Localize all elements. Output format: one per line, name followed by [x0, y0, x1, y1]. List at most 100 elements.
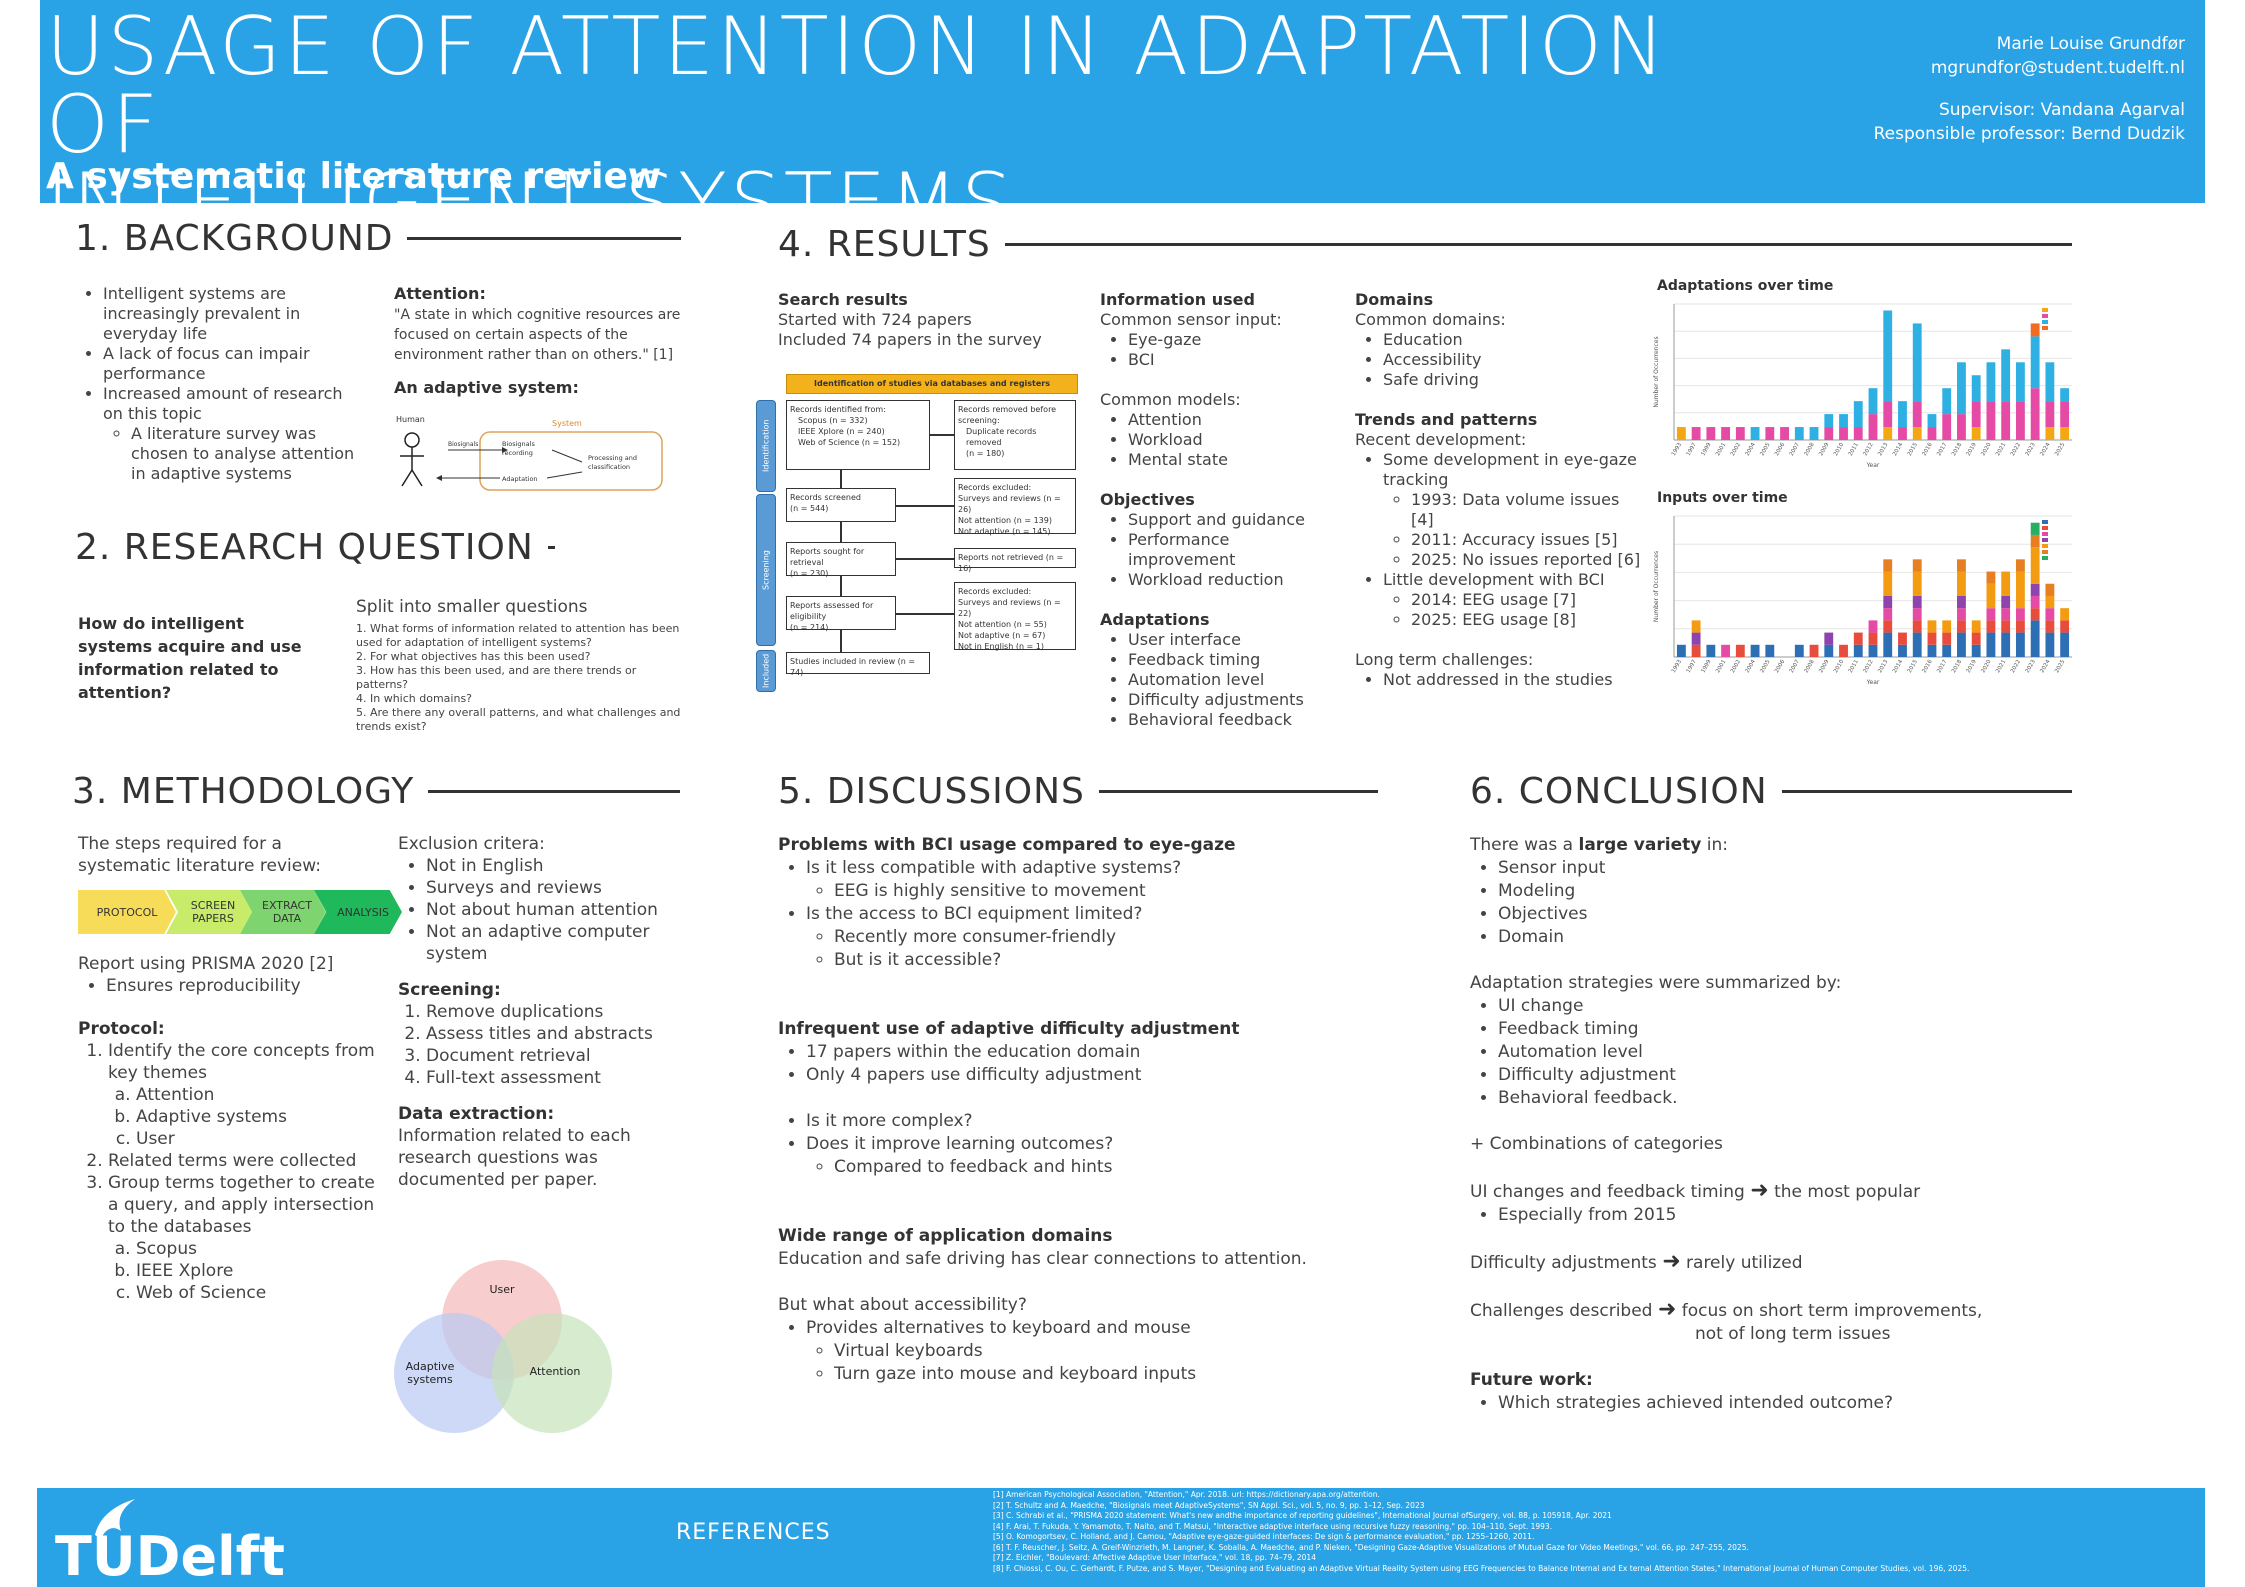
reference-item: [8] F. Chiossi, C. Ou, C. Gerhardt, F. P… — [993, 1563, 1970, 1573]
bar-segment — [1883, 310, 1893, 402]
list-item: Especially from 2015 — [1498, 1204, 2070, 1227]
chevron-screen-papers: SCREEN PAPERS — [166, 890, 252, 934]
list-item: BCI — [1128, 350, 1340, 370]
list-item: Modeling — [1498, 880, 2070, 903]
list-item: Surveys and reviews — [426, 877, 688, 899]
bar-segment — [1780, 427, 1789, 440]
x-tick-label: 1997 — [1686, 442, 1698, 458]
references-label: REFERENCES — [676, 1520, 831, 1545]
section-heading-methodology: 3. METHODOLOGY — [72, 771, 680, 812]
bar-segment — [2030, 522, 2040, 535]
bar-segment — [1912, 632, 1922, 657]
list-item: Feedback timing — [1128, 650, 1340, 670]
x-tick-label: 2001 — [1715, 659, 1727, 674]
bar-segment — [2015, 620, 2025, 633]
chevron-protocol: PROTOCOL — [78, 890, 176, 934]
x-tick-label: 2014 — [1892, 442, 1904, 458]
prisma-retrieval: Reports sought for retrieval (n = 230) — [786, 542, 896, 578]
bar-segment — [1691, 632, 1701, 645]
legend-swatch — [2042, 532, 2048, 536]
list-item: Not an adaptive computer system — [426, 921, 688, 965]
bar-segment — [2060, 608, 2070, 621]
x-tick-label: 2022 — [2010, 442, 2022, 457]
x-tick-label: 2009 — [1818, 659, 1830, 675]
references-list: [1] American Psychological Association, … — [993, 1490, 2173, 1574]
list-item: User interface — [1128, 630, 1340, 650]
search-started: Started with 724 papers — [778, 310, 972, 329]
x-tick-label: 1997 — [1686, 659, 1698, 675]
bar-segment — [1927, 644, 1937, 657]
list-item: Sensor input — [1498, 857, 2070, 880]
bar-segment — [1986, 583, 1996, 609]
bar-segment — [1883, 427, 1893, 440]
bci-label: Problems with BCI usage compared to eye-… — [778, 835, 1236, 855]
bar-segment — [1957, 414, 1966, 440]
reference-item: [2] T. Schultz and A. Maedche, "Biosigna… — [993, 1500, 1425, 1510]
bar-segment — [1794, 427, 1804, 440]
bar-segment — [2060, 388, 2070, 402]
protocol-block: Protocol: Identify the core concepts fro… — [78, 1018, 378, 1304]
author-email[interactable]: mgrundfor@student.tudelft.nl — [1930, 58, 2185, 78]
future-label: Future work: — [1470, 1370, 1593, 1390]
x-tick-label: 2011 — [1848, 442, 1860, 457]
conclusion-heading-text: 6. CONCLUSION — [1470, 771, 1768, 812]
bar-segment — [2001, 632, 2011, 657]
bar-segment — [1912, 620, 1922, 633]
arrow-right-icon: ➜ — [1657, 1297, 1677, 1322]
list-item: Little development with BCI 2014: EEG us… — [1383, 570, 1645, 630]
svg-text:classification: classification — [588, 463, 630, 471]
bar-segment — [1942, 620, 1952, 633]
list-item: Behavioral feedback — [1128, 710, 1340, 730]
bar-segment — [1868, 620, 1878, 633]
system-label: System — [552, 419, 582, 428]
x-tick-label: 2013 — [1877, 659, 1889, 675]
list-item: 1993: Data volume issues [4] — [1411, 490, 1645, 530]
prisma-screened: Records screened (n = 544) — [786, 488, 896, 522]
list-item: Scopus — [136, 1238, 378, 1260]
bar-segment — [1839, 427, 1848, 440]
human-head-icon — [404, 432, 420, 448]
bar-segment — [1721, 644, 1731, 657]
prisma-side-screening: Screening — [756, 494, 776, 646]
challenges-line-2: not of long term issues — [1695, 1324, 1891, 1344]
research-heading-text: 2. RESEARCH QUESTION — [75, 527, 534, 568]
bar-segment — [1868, 414, 1878, 440]
list-item: 5. Are there any overall patterns, and w… — [356, 706, 681, 733]
x-tick-label: 2022 — [2010, 659, 2022, 674]
methodology-intro: The steps required for a systematic lite… — [78, 834, 321, 876]
bar-segment — [2060, 632, 2070, 657]
bar-segment — [1676, 644, 1686, 657]
challenges-line: Challenges described ➜ focus on short te… — [1470, 1297, 1983, 1322]
chevron-analysis: ANALYSIS — [314, 890, 402, 934]
list-item: 3. How has this been used, and are there… — [356, 664, 637, 691]
prisma-side-included: Included — [756, 650, 776, 692]
sensor-label: Common sensor input: — [1100, 310, 1282, 329]
list-item: Is it less compatible with adaptive syst… — [806, 857, 1378, 903]
bar-segment — [1824, 427, 1834, 440]
bar-segment — [1898, 401, 1907, 428]
bar-segment — [2015, 608, 2025, 621]
professor: Responsible professor: Bernd Dudzik — [1873, 124, 2185, 144]
list-item: Document retrieval — [426, 1045, 688, 1067]
background-bullets: Intelligent systems are increasingly pre… — [75, 284, 365, 484]
prisma-title: Identification of studies via databases … — [786, 374, 1078, 394]
x-tick-label: 2005 — [1759, 442, 1771, 458]
bar-segment — [2001, 620, 2011, 633]
popular-line: UI changes and feedback timing ➜ the mos… — [1470, 1178, 1921, 1203]
list-item: Which strategies achieved intended outco… — [1498, 1392, 2070, 1415]
strategies-label: Adaptation strategies were summarized by… — [1470, 973, 1842, 993]
list-item: Eye-gaze — [1128, 330, 1340, 350]
list-item: Automation level — [1128, 670, 1340, 690]
bar-segment — [1927, 620, 1937, 633]
bar-segment — [1927, 427, 1937, 440]
bar-segment — [1750, 644, 1760, 657]
list-item: Performance improvement — [1128, 530, 1340, 570]
x-tick-label: 2009 — [1818, 442, 1830, 458]
exclusion-block: Exclusion critera: Not in English Survey… — [398, 833, 688, 1191]
bar-segment — [1912, 559, 1922, 572]
bar-segment — [1735, 427, 1745, 440]
legend-swatch — [2042, 520, 2048, 524]
bar-segment — [1824, 414, 1834, 428]
venn-attention-circle — [492, 1313, 612, 1433]
